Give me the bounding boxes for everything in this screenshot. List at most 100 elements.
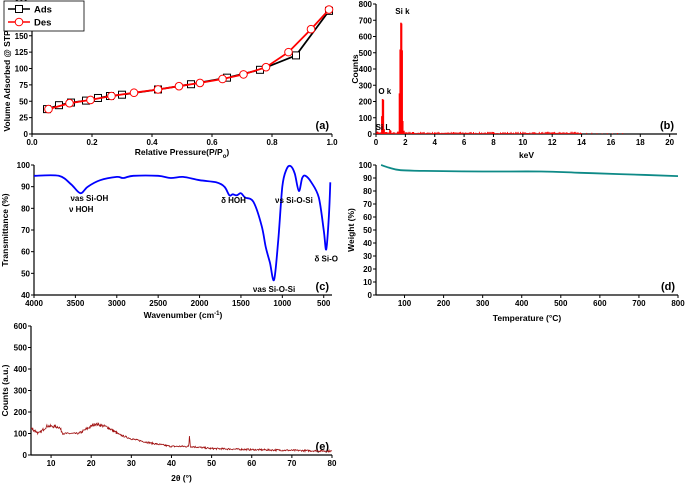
annotation-label: Si L	[376, 123, 391, 132]
data-point-circle	[218, 74, 227, 84]
x-tick-label: 4	[433, 138, 438, 147]
series-line-xrd	[30, 422, 333, 454]
x-tick-label: 10	[518, 138, 527, 147]
y-tick-label: 70	[363, 200, 372, 209]
x-tick-label: 1000	[273, 299, 291, 308]
x-tick-label: 10	[47, 459, 56, 468]
y-tick-label: 600	[359, 33, 373, 42]
chart-panel-c: 4000 3500 3000 2500 2000 1500 1000 500 40 50 60 70 8…	[0, 161, 338, 320]
y-tick-label: 40	[363, 239, 372, 248]
y-tick-label: 10	[363, 278, 372, 287]
y-axis-label: Counts (a.u.)	[0, 364, 10, 416]
y-tick-label: 0	[24, 130, 29, 139]
x-axis-label-sup: -1	[214, 311, 220, 317]
data-point-square	[292, 51, 300, 60]
x-axis-label: Wavenumber (cm-1)	[144, 310, 223, 320]
x-tick-label: 18	[636, 138, 645, 147]
data-point-circle	[174, 81, 184, 91]
x-tick-label: 0	[374, 138, 379, 147]
data-point-circle	[44, 104, 53, 114]
y-tick-label: 125	[15, 48, 29, 57]
x-tick-label: 700	[632, 299, 646, 308]
y-tick-label: 80	[21, 204, 30, 213]
annotation-label: νas Si-O-Si	[253, 285, 295, 294]
x-tick-label: 8	[491, 138, 496, 147]
y-tick-label: 50	[363, 226, 372, 235]
x-tick-label: 2500	[149, 299, 167, 308]
x-tick-label: 2	[403, 138, 408, 147]
panel-label: (d)	[661, 281, 675, 293]
x-tick-label: 600	[593, 299, 607, 308]
data-point-circle	[107, 91, 116, 101]
y-tick-label: 80	[363, 187, 372, 196]
y-tick-label: 100	[14, 430, 28, 439]
x-tick-label: 3000	[108, 299, 126, 308]
y-tick-label: 0	[368, 130, 373, 139]
x-tick-label: 30	[127, 459, 136, 468]
y-tick-label: 200	[359, 98, 373, 107]
data-point-circle	[65, 98, 74, 108]
y-tick-label: 500	[359, 49, 373, 58]
y-tick-label: 600	[14, 322, 28, 331]
y-tick-label: 0	[23, 451, 28, 460]
annotation-label: Si k	[395, 7, 410, 16]
x-tick-label: 14	[577, 138, 586, 147]
y-tick-label: 50	[21, 269, 30, 278]
x-tick-label: 0.2	[86, 138, 98, 147]
x-axis-label: Relative Pressure(P/Po)	[135, 147, 230, 160]
data-point-circle	[153, 85, 163, 94]
x-tick-label: 20	[665, 138, 674, 147]
panel-label: (a)	[316, 120, 330, 132]
y-tick-label: 60	[363, 213, 372, 222]
data-point-circle	[195, 78, 205, 88]
y-axis-label: Weight (%)	[346, 208, 356, 252]
x-tick-label: 16	[606, 138, 615, 147]
annotation-label: O k	[378, 87, 391, 96]
x-tick-label: 50	[207, 459, 216, 468]
y-tick-label: 20	[363, 265, 372, 274]
chart-panel-a: 0.00.20.40.60.81.00255075100125150175200…	[2, 0, 338, 160]
x-axis-label: keV	[519, 150, 534, 160]
y-tick-label: 100	[359, 161, 373, 170]
y-tick-label: 150	[15, 32, 29, 41]
y-tick-label: 0	[368, 291, 373, 300]
y-tick-label: 90	[21, 183, 30, 192]
panel-label: (e)	[316, 441, 330, 453]
data-point-circle	[324, 5, 334, 14]
data-point-circle	[86, 95, 95, 105]
y-tick-label: 50	[19, 97, 28, 106]
x-axis-label: 2θ (°)	[171, 473, 192, 483]
series-line-ftir	[33, 164, 332, 282]
y-tick-label: 60	[21, 248, 30, 257]
legend-label: Des	[34, 18, 51, 29]
x-axis-label: Temperature (°C)	[493, 313, 562, 323]
data-point-circle	[306, 24, 316, 34]
data-point-circle	[261, 62, 271, 72]
y-tick-label: 100	[359, 114, 373, 123]
x-tick-label: 400	[515, 299, 529, 308]
x-tick-label: 6	[462, 138, 467, 147]
x-tick-label: 300	[476, 299, 490, 308]
y-axis-label: Transmittance (%)	[0, 193, 10, 266]
legend: Ads Des	[3, 0, 85, 32]
annotation-label: δ Si-O	[314, 254, 338, 263]
legend-square-marker	[15, 5, 23, 13]
y-tick-label: 30	[363, 252, 372, 261]
x-axis-label-end: )	[226, 147, 229, 157]
x-tick-label: 0.4	[146, 138, 158, 147]
x-tick-label: 3500	[66, 299, 84, 308]
y-tick-label: 40	[21, 291, 30, 300]
legend-label: Ads	[34, 5, 52, 16]
chart-panel-d: 100 200 300 400 500 600 700 800 0 10 20 30 40 50 60 70 8…	[346, 161, 685, 323]
x-tick-label: 4000	[25, 299, 43, 308]
data-point-circle	[129, 88, 139, 98]
y-tick-label: 700	[359, 16, 373, 25]
x-tick-label: 500	[554, 299, 568, 308]
y-tick-label: 100	[17, 161, 31, 170]
x-axis-label-end: )	[220, 310, 223, 320]
x-tick-label: 0.8	[266, 138, 278, 147]
x-tick-label: 12	[548, 138, 557, 147]
x-tick-label: 800	[671, 299, 685, 308]
chart-panel-e: 10 20 30 40 50 60 70 80 0 100 200 300 400 500 600 2θ (°…	[0, 322, 337, 483]
